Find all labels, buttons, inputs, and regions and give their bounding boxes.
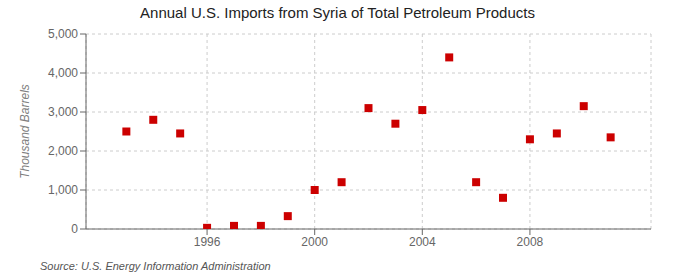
svg-text:3,000: 3,000 [48,105,78,119]
svg-text:4,000: 4,000 [48,66,78,80]
svg-text:Thousand Barrels: Thousand Barrels [18,84,32,179]
html-text:Source: U.S. Energy Informatio: Source: U.S. Energy Information Administ… [40,260,271,272]
svg-text:2008: 2008 [517,235,544,249]
svg-text:2004: 2004 [409,235,436,249]
svg-text:2,000: 2,000 [48,144,78,158]
html-text:Annual U.S. Imports from Syria: Annual U.S. Imports from Syria of Total … [140,4,535,21]
svg-text:2000: 2000 [301,235,328,249]
svg-text:0: 0 [71,222,78,236]
svg-text:1,000: 1,000 [48,183,78,197]
svg-text:5,000: 5,000 [48,27,78,41]
svg-text:1996: 1996 [194,235,221,249]
